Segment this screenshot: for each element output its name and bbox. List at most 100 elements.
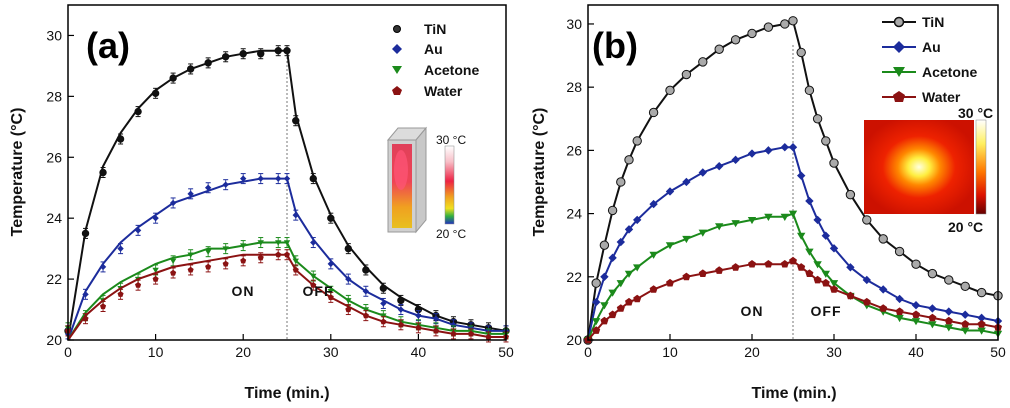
on-label-b: ON: [741, 303, 764, 319]
legend-item-acetone-b: Acetone: [882, 64, 977, 80]
data-point-water-a: [432, 327, 439, 334]
data-point-acetone-a: [187, 252, 194, 258]
data-point-water-b: [977, 320, 986, 328]
y-tick-label-a: 28: [46, 88, 62, 104]
data-point-tin-b: [821, 136, 831, 146]
data-point-acetone-b: [682, 235, 691, 244]
data-point-water-b: [879, 304, 888, 312]
data-point-acetone-b: [747, 216, 757, 225]
thermal-inset-b: 30 °C 20 °C: [864, 105, 993, 235]
data-point-acetone-a: [257, 240, 264, 246]
data-point-water-b: [616, 304, 625, 312]
data-point-acetone-a: [275, 240, 282, 246]
data-point-au-a: [222, 181, 229, 188]
colorbar-cold-label-a: 20 °C: [436, 227, 466, 241]
x-tick-label-a: 50: [498, 344, 514, 360]
legend-label-tin-b: TiN: [922, 14, 944, 30]
data-point-acetone-a: [283, 240, 291, 246]
data-point-tin-a: [309, 174, 317, 183]
data-point-au-a: [380, 300, 387, 307]
data-point-water-b: [698, 269, 707, 277]
data-point-au-b: [633, 215, 642, 225]
data-point-au-b: [911, 301, 921, 310]
y-tick-label-b: 28: [566, 79, 582, 95]
x-tick-label-a: 40: [411, 344, 427, 360]
data-point-acetone-b: [797, 232, 806, 240]
data-point-acetone-a: [310, 273, 317, 280]
data-point-tin-b: [911, 259, 921, 269]
data-point-tin-a: [327, 214, 335, 222]
data-point-au-b: [698, 168, 707, 177]
data-point-acetone-b: [829, 280, 839, 288]
colorbar-hot-label-b: 30 °C: [958, 105, 993, 121]
y-tick-label-a: 20: [46, 332, 62, 348]
data-point-tin-b: [616, 177, 626, 187]
data-point-tin-b: [747, 28, 757, 39]
data-point-tin-a: [344, 244, 353, 253]
data-point-water-b: [862, 297, 871, 306]
data-point-water-b: [821, 278, 830, 287]
series-tin-a: [64, 45, 510, 341]
colorbar-cold-label-b: 20 °C: [948, 219, 983, 235]
data-point-au-b: [821, 231, 830, 240]
data-point-acetone-b: [600, 302, 609, 310]
x-tick-label-a: 10: [148, 344, 164, 360]
y-tick-label-a: 30: [46, 27, 62, 43]
data-point-au-b: [665, 187, 675, 196]
data-point-acetone-b: [821, 270, 830, 278]
plot-frame-b: [587, 4, 999, 341]
panel-label-b: (b): [592, 25, 638, 66]
data-point-tin-b: [698, 57, 708, 67]
data-point-water-b: [666, 278, 674, 287]
data-point-au-a: [397, 306, 405, 313]
data-point-acetone-b: [698, 229, 707, 237]
data-point-tin-a: [134, 107, 142, 116]
data-point-water-b: [764, 260, 773, 268]
legend-label-au-a: Au: [424, 41, 443, 57]
y-tick-label-b: 26: [566, 142, 582, 158]
data-point-acetone-a: [327, 289, 334, 295]
y-tick-label-a: 26: [46, 149, 62, 165]
data-point-tin-a: [397, 296, 405, 305]
data-point-tin-b: [845, 189, 856, 200]
data-point-tin-a: [186, 65, 195, 73]
plot-frame-a: [67, 4, 507, 341]
data-point-tin-b: [804, 85, 815, 96]
data-point-water-a: [170, 269, 177, 276]
data-point-au-a: [99, 263, 107, 271]
data-point-au-b: [649, 199, 658, 209]
data-point-tin-a: [257, 50, 265, 58]
data-point-acetone-b: [592, 318, 601, 326]
data-point-au-b: [682, 177, 691, 187]
panel-label-a: (a): [86, 25, 130, 66]
data-point-water-b: [748, 260, 756, 268]
data-point-water-b: [789, 256, 797, 265]
data-point-tin-b: [960, 281, 970, 291]
data-point-au-b: [813, 215, 822, 225]
on-label-a: ON: [232, 283, 255, 299]
data-point-water-a: [257, 254, 264, 261]
data-point-au-b: [879, 285, 888, 294]
data-point-water-a: [397, 321, 404, 328]
data-point-water-a: [135, 282, 142, 288]
data-point-water-a: [117, 291, 124, 297]
data-point-au-a: [275, 175, 282, 182]
y-axis-label-a: Temperature (°C): [9, 108, 26, 237]
data-point-au-a: [134, 227, 142, 234]
y-tick-label-b: 30: [566, 16, 582, 32]
data-point-tin-b: [599, 240, 610, 250]
data-point-acetone-b: [731, 220, 740, 228]
legend-label-water-a: Water: [424, 83, 463, 99]
data-point-water-a: [240, 257, 247, 264]
data-point-au-b: [600, 272, 609, 281]
data-point-water-b: [682, 272, 691, 281]
data-point-tin-a: [362, 266, 370, 274]
data-point-water-b: [912, 310, 920, 319]
data-point-acetone-b: [715, 223, 724, 231]
data-point-au-a: [240, 175, 247, 182]
y-tick-label-a: 22: [46, 271, 62, 287]
data-point-acetone-b: [780, 213, 789, 221]
data-point-au-b: [616, 237, 625, 247]
data-point-acetone-b: [911, 318, 921, 326]
data-point-water-b: [731, 263, 740, 271]
